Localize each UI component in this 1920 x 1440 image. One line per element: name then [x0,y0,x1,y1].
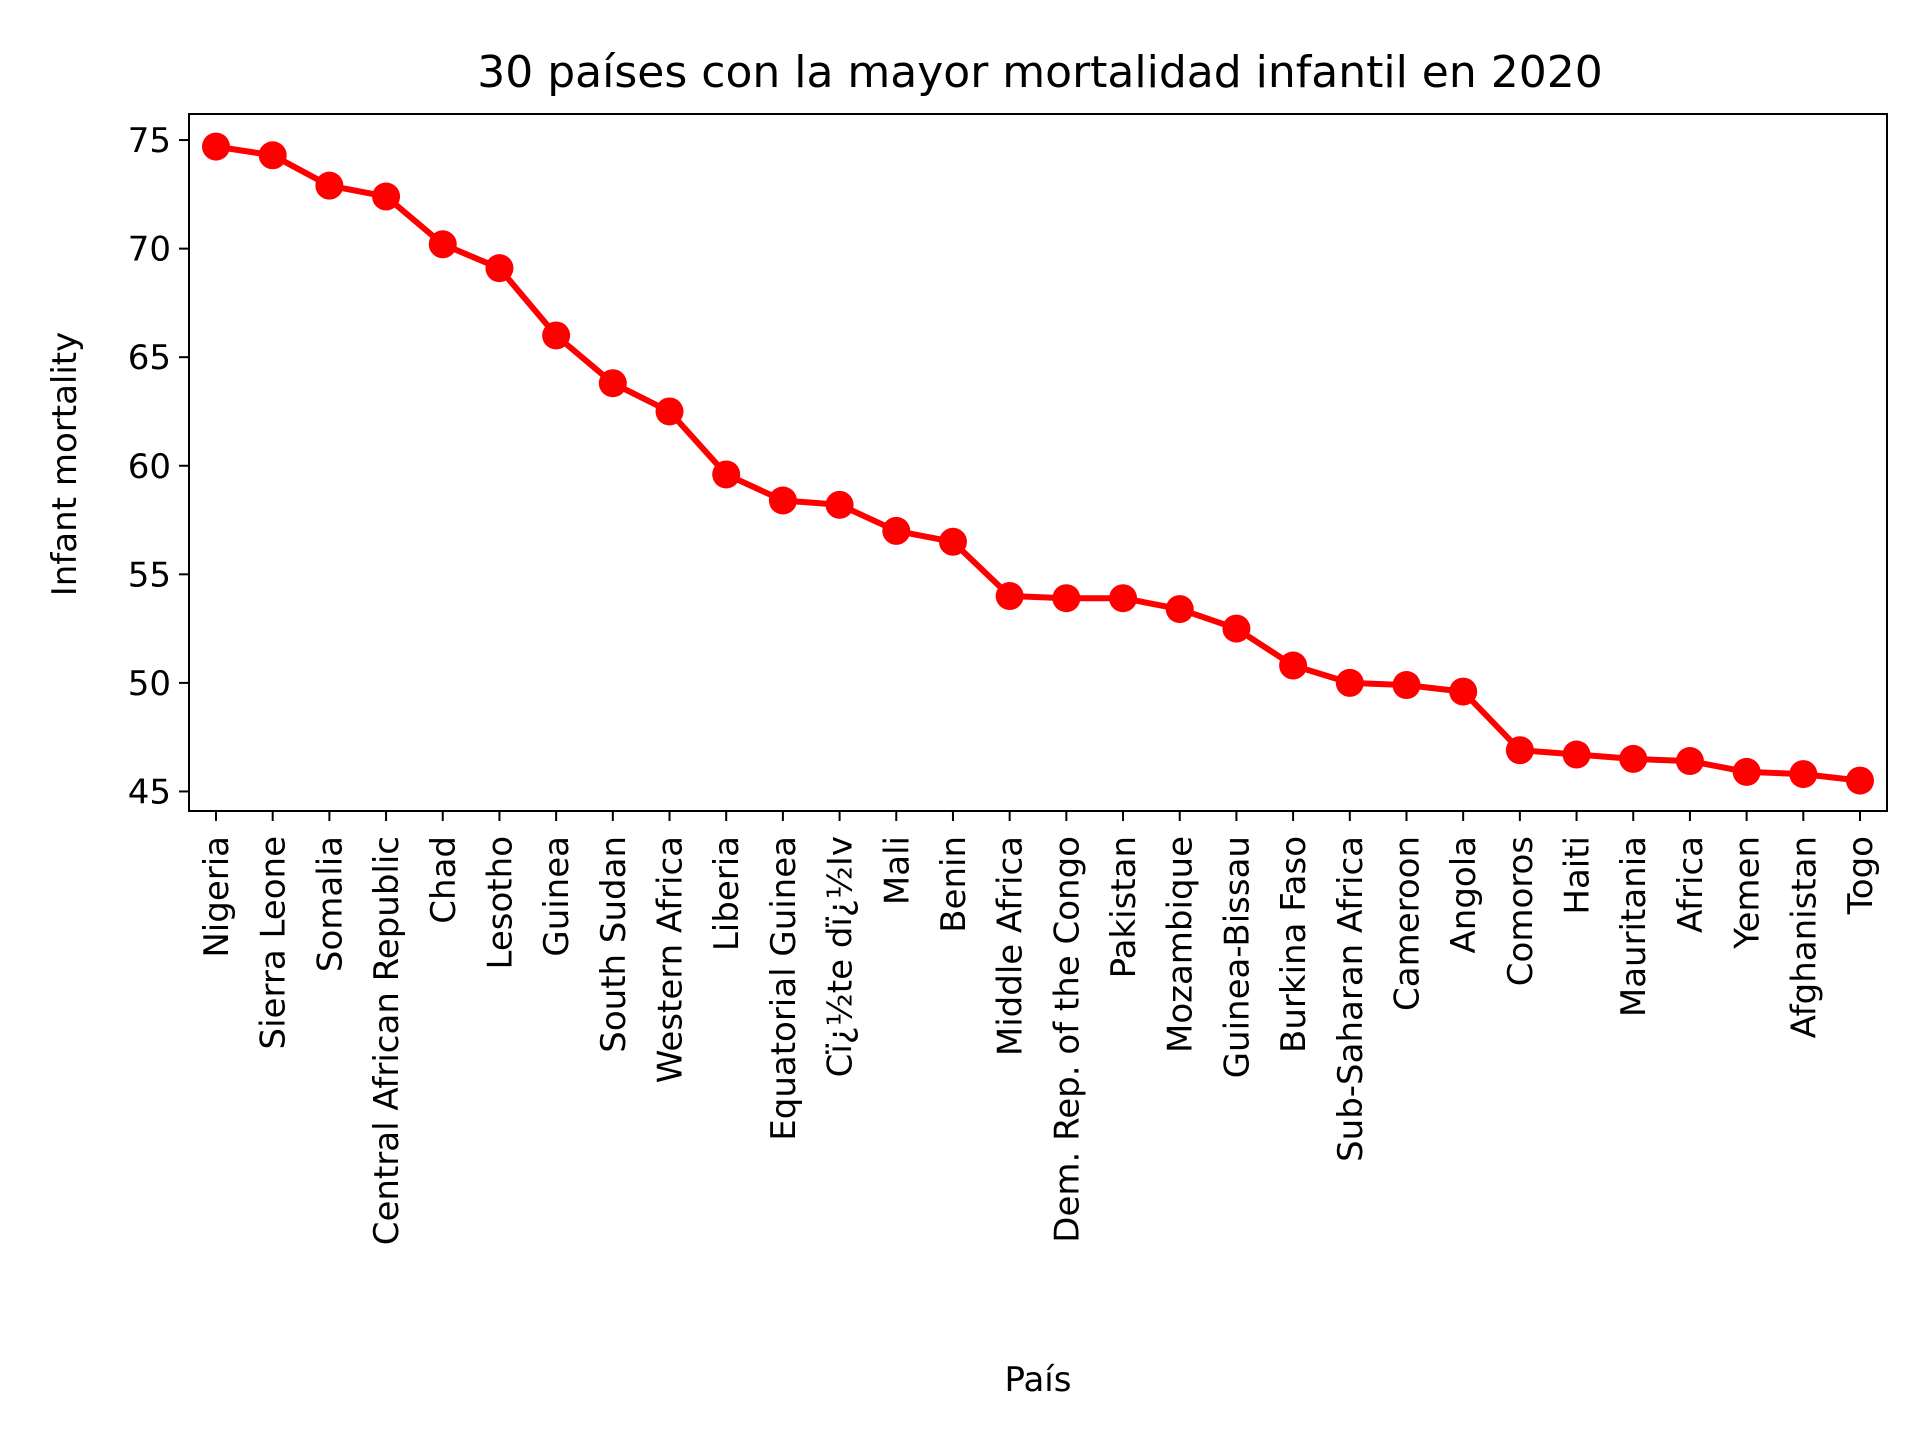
x-tick-label: Cameroon [1387,836,1427,1011]
data-point [1675,747,1704,776]
chart-title: 30 países con la mayor mortalidad infant… [477,47,1602,98]
x-tick-label: Comoros [1501,836,1541,986]
data-point [1222,614,1251,643]
data-point [1505,736,1534,765]
series-line [215,143,1861,784]
x-tick-label: Mozambique [1161,836,1201,1053]
data-point [485,254,514,283]
data-point [372,182,401,211]
data-point [1109,584,1138,613]
plot-series [202,132,1874,795]
data-point [1846,766,1874,795]
data-point [938,527,967,556]
y-tick-label: 70 [128,230,171,270]
x-tick-label: Angola [1444,836,1484,953]
x-tick-label: Guinea-Bissau [1217,836,1257,1078]
y-tick-label: 60 [128,447,171,487]
x-tick-label: Somalia [310,836,350,972]
x-tick-label: Middle Africa [991,836,1031,1056]
x-tick-label: Pakistan [1104,836,1144,978]
x-tick-label: Mali [877,836,917,905]
x-tick-label: Togo [1841,836,1881,915]
y-tick-label: 55 [128,555,171,595]
data-point [655,397,684,426]
x-tick-label: Dem. Rep. of the Congo [1047,836,1087,1243]
x-tick-label: Lesotho [480,836,520,969]
y-axis: 45 50 55 60 65 70 75 [128,121,189,812]
x-tick-label: Benin [934,836,974,933]
x-tick-label: Equatorial Guinea [764,836,804,1141]
x-axis: Nigeria Sierra Leone Somalia Central Africa… [197,811,1881,1245]
data-point [825,490,854,519]
x-tick-label: Sub-Saharan Africa [1331,836,1371,1162]
x-tick-label: Guinea [537,836,577,957]
x-tick-label: Sierra Leone [254,836,294,1049]
x-tick-label: Mauritania [1614,836,1654,1017]
data-point [1789,760,1818,789]
data-point [428,230,457,259]
y-tick-label: 75 [128,121,171,161]
x-tick-label: Liberia [707,836,747,951]
data-point [598,369,627,398]
x-tick-label: Africa [1671,836,1711,933]
data-point [1449,677,1478,706]
y-axis-label: Infant mortality [45,332,85,596]
data-point [712,460,741,489]
data-point [258,141,287,170]
x-tick-label: Burkina Faso [1274,836,1314,1053]
data-point [542,321,571,350]
x-tick-label: Central African Republic [367,836,407,1245]
data-point [995,582,1024,611]
data-point [1279,651,1308,680]
x-tick-label: Chad [424,836,464,924]
y-tick-label: 65 [128,338,171,378]
x-tick-label: Yemen [1728,836,1768,950]
data-point [202,132,230,161]
x-tick-label: Western Africa [651,836,691,1083]
data-point [1619,744,1648,773]
y-tick-label: 45 [128,772,171,812]
data-point [1732,757,1761,786]
x-axis-label: País [1005,1360,1072,1400]
x-tick-label: Afghanistan [1784,836,1824,1038]
data-point [1052,584,1081,613]
data-point [882,516,911,545]
data-point [768,486,797,515]
x-tick-label: South Sudan [594,836,634,1053]
data-point [1392,671,1421,700]
data-point [1335,668,1364,697]
y-tick-label: 50 [128,664,171,704]
x-tick-label: Haiti [1558,836,1598,915]
x-tick-label: Cï¿½te dï¿½Iv [821,836,861,1077]
x-tick-label: Nigeria [197,836,237,958]
plot-frame [188,113,1888,812]
data-point [315,171,344,200]
data-point [1562,740,1591,769]
data-point [1165,595,1194,624]
